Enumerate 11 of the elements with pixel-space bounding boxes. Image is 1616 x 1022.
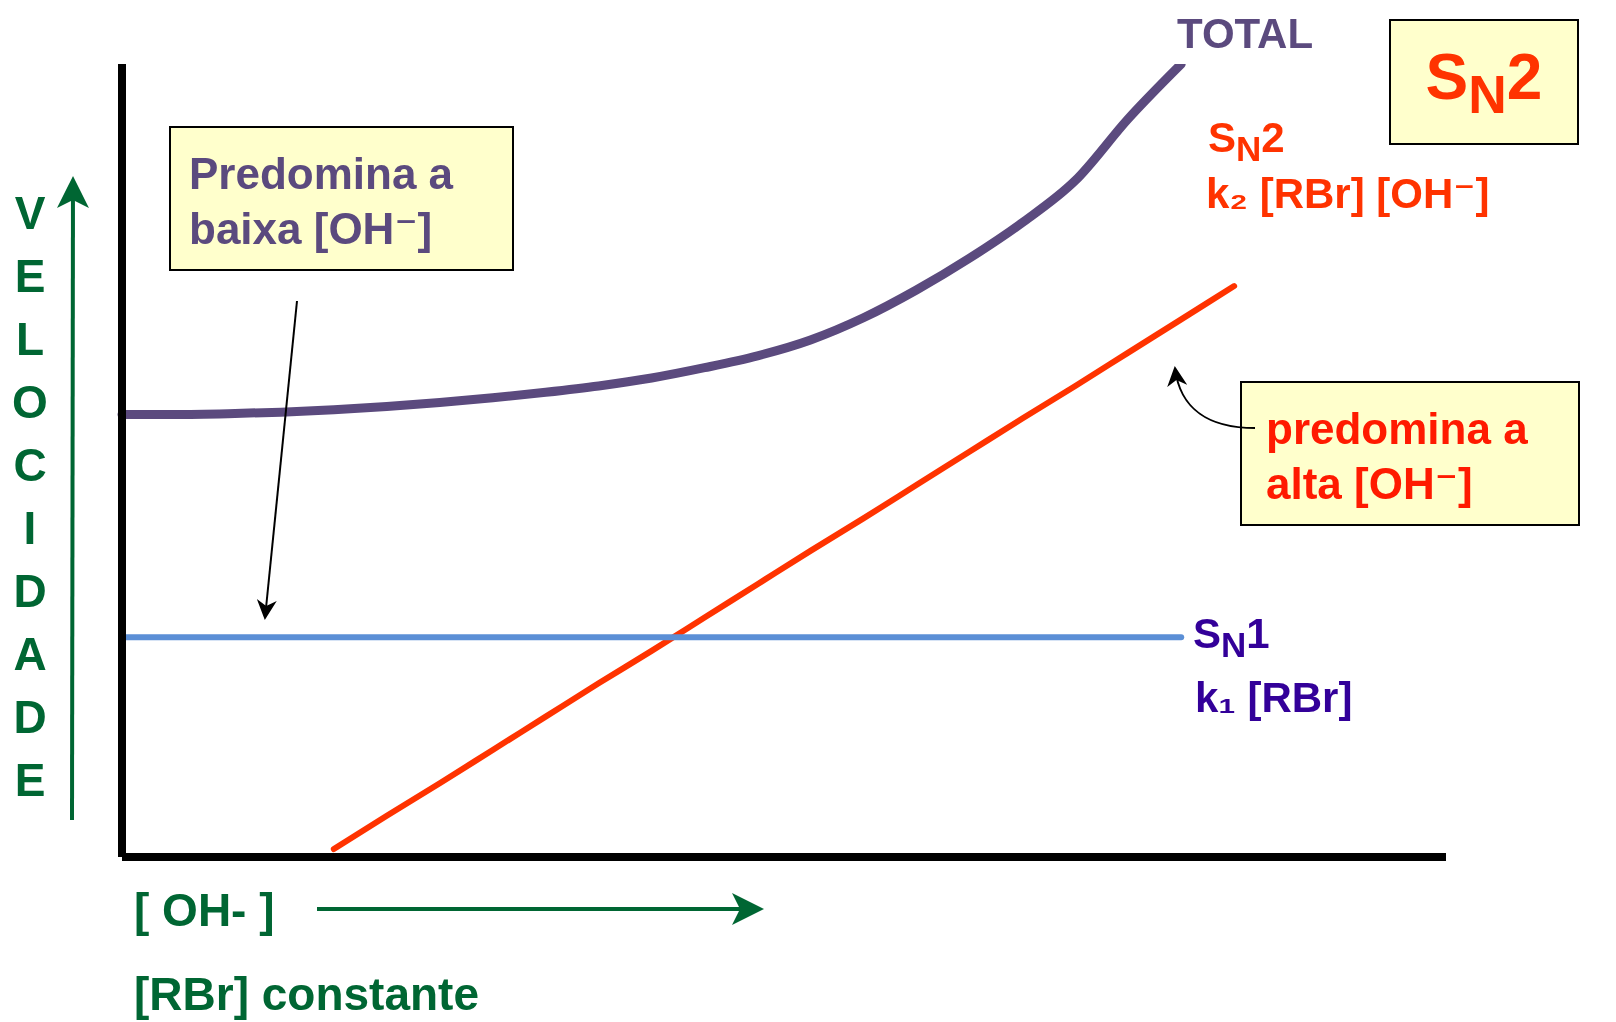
series-label: S$_{N}$1 — [1193, 609, 1270, 667]
annotation: Predomina a baixa [OH⁻] — [169, 126, 514, 271]
annotation: k₁ [RBr] — [1195, 673, 1353, 723]
x-axis-title: [ OH- ] — [134, 883, 275, 938]
text: S$_{N}$2 — [1208, 113, 1285, 171]
text: VELOCIDADE — [12, 187, 48, 806]
annotation: predomina a alta [OH⁻] — [1240, 381, 1580, 526]
chart-title: S$_{N}$2 — [1425, 39, 1543, 125]
annotation: k₂ [RBr] [OH⁻] — [1206, 169, 1490, 219]
series-label: TOTAL — [1177, 9, 1314, 59]
text: [RBr] constante — [134, 967, 480, 1022]
